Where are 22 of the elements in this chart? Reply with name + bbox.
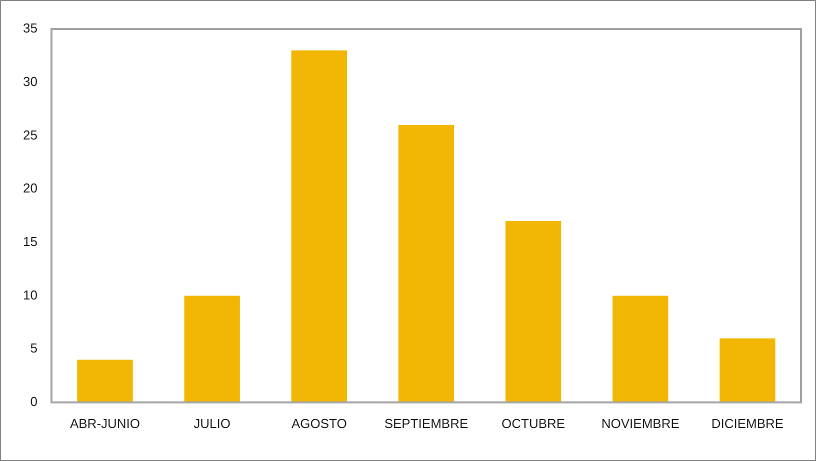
bar <box>505 221 562 402</box>
y-tick-label: 15 <box>22 234 38 249</box>
x-tick-label: ABR-JUNIO <box>70 416 140 431</box>
bar <box>398 125 454 402</box>
x-tick-label: DICIEMBRE <box>711 416 784 431</box>
y-tick-label: 30 <box>22 74 38 89</box>
y-tick-label: 0 <box>30 394 38 409</box>
x-tick-label: JULIO <box>194 416 230 431</box>
y-tick-label: 10 <box>22 287 38 302</box>
x-tick-label: SEPTIEMBRE <box>384 416 468 431</box>
x-tick-label: OCTUBRE <box>502 416 566 431</box>
y-tick-label: 20 <box>22 180 38 196</box>
bar <box>77 360 133 402</box>
bar <box>291 50 347 402</box>
y-tick-label: 25 <box>22 127 38 142</box>
x-tick-label: NOVIEMBRE <box>601 416 680 431</box>
x-tick-label: AGOSTO <box>291 416 347 431</box>
bar <box>612 296 668 402</box>
y-tick-label: 35 <box>22 20 38 36</box>
bar <box>720 338 776 402</box>
y-tick-label: 5 <box>30 340 38 356</box>
bar <box>184 296 240 402</box>
